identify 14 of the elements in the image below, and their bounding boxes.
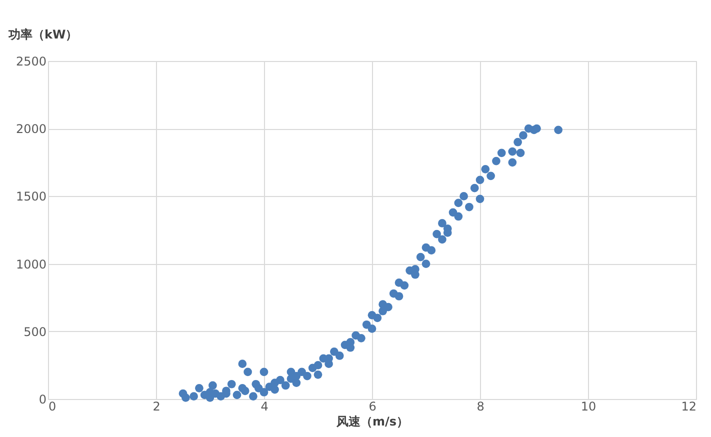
x-tick-label: 10 bbox=[580, 400, 596, 414]
x-axis-title: 风速（m/s） bbox=[335, 414, 409, 428]
y-tick-label: 1500 bbox=[16, 190, 46, 204]
x-tick-label: 8 bbox=[476, 400, 484, 414]
y-tick-label: 500 bbox=[24, 324, 46, 339]
y-tick-label: 2000 bbox=[16, 122, 46, 136]
y-tick-label: 2500 bbox=[16, 54, 46, 68]
x-tick-label: 2 bbox=[152, 400, 160, 414]
x-tick-label: 6 bbox=[368, 400, 376, 414]
x-tick-label: 12 bbox=[681, 400, 696, 414]
y-tick-label: 1000 bbox=[16, 257, 46, 272]
y-axis-title: 功率（kW） bbox=[8, 28, 78, 42]
x-tick-label: 4 bbox=[260, 400, 268, 414]
x-tick-label: 0 bbox=[48, 400, 56, 414]
